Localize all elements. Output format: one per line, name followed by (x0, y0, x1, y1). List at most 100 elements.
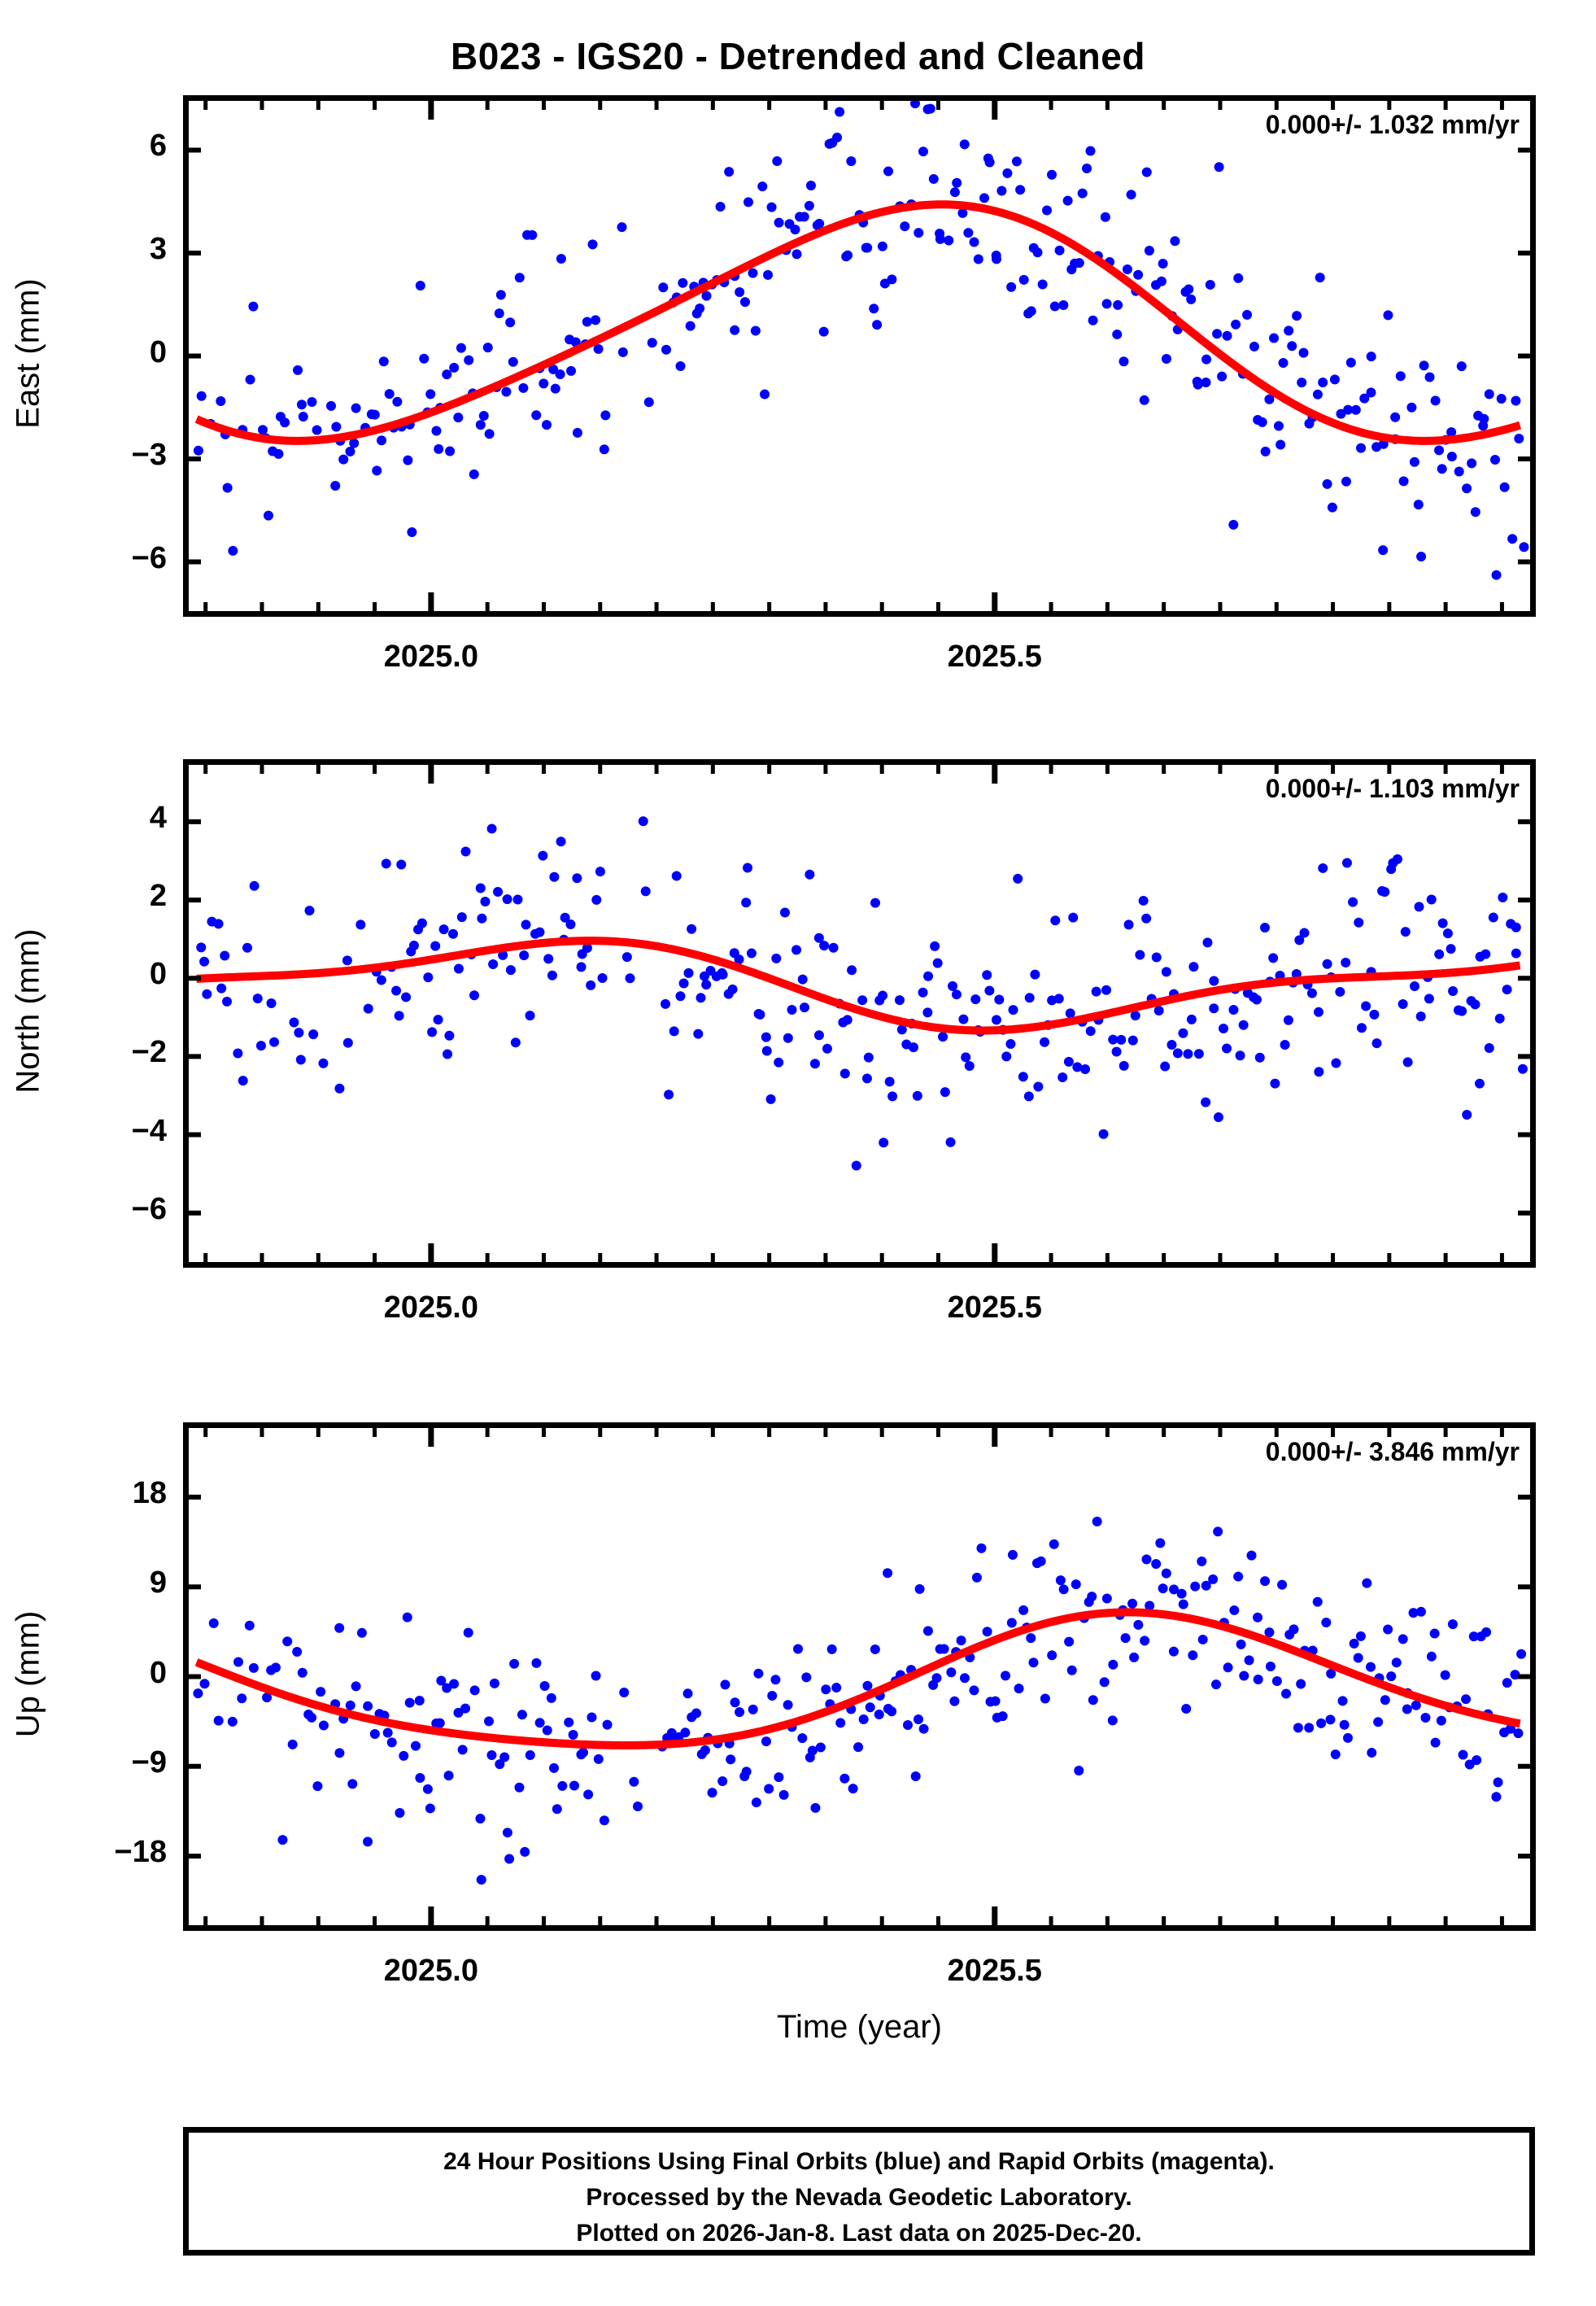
data-point (1350, 404, 1361, 415)
data-point (1188, 1650, 1198, 1661)
data-point (1260, 446, 1271, 456)
data-point (918, 1723, 929, 1734)
data-point (1001, 1051, 1012, 1062)
data-point (1260, 1576, 1271, 1587)
data-point (501, 387, 512, 397)
data-point (945, 1137, 956, 1147)
data-point (661, 344, 672, 355)
data-point (617, 347, 628, 357)
x-tick-label: 2025.0 (383, 1291, 478, 1325)
data-point (427, 1027, 438, 1037)
data-point (363, 1003, 373, 1014)
data-point (1488, 912, 1498, 923)
data-point (1326, 1668, 1337, 1679)
data-point (342, 955, 352, 966)
data-point (494, 308, 504, 319)
data-point (767, 1691, 778, 1701)
data-point (748, 268, 758, 278)
data-point (434, 443, 444, 454)
data-point (408, 941, 419, 951)
data-point (1268, 953, 1279, 963)
data-point (1144, 246, 1154, 255)
data-point (401, 992, 412, 1002)
data-point (1383, 310, 1393, 321)
data-point (813, 1030, 824, 1041)
data-point (1398, 476, 1409, 487)
data-point (566, 365, 577, 376)
footer-note-box: 24 Hour Positions Using Final Orbits (bl… (183, 2127, 1535, 2256)
data-point (1519, 542, 1529, 552)
data-point (1337, 1696, 1348, 1706)
data-point (534, 927, 545, 937)
data-point (1355, 1631, 1366, 1641)
data-point (969, 237, 979, 247)
data-point (1314, 1007, 1323, 1017)
data-point (1119, 356, 1129, 367)
data-point (1273, 421, 1284, 431)
data-point (1410, 981, 1420, 992)
data-point (1329, 374, 1340, 385)
data-point (715, 202, 726, 212)
data-point (982, 1627, 992, 1637)
data-point (1481, 1627, 1492, 1637)
data-point (583, 1789, 594, 1800)
data-point (748, 1704, 758, 1714)
data-point (757, 181, 768, 192)
data-point (1456, 361, 1467, 372)
data-point (1098, 1129, 1109, 1139)
data-point (1099, 1677, 1110, 1688)
data-point (519, 950, 530, 961)
data-point (582, 942, 592, 953)
data-point (415, 281, 425, 291)
data-point (979, 193, 990, 203)
data-point (959, 1673, 970, 1684)
data-point (316, 1687, 326, 1697)
data-point (1296, 1679, 1306, 1689)
data-point (1085, 146, 1096, 156)
data-point (765, 1094, 776, 1104)
data-point (984, 985, 995, 996)
data-point (1049, 301, 1060, 312)
data-point (1383, 1624, 1393, 1635)
data-point (549, 1762, 559, 1773)
data-point (1341, 957, 1351, 967)
data-point (498, 950, 508, 960)
panel-plot-area-north (183, 759, 1536, 1268)
data-point (1289, 1624, 1299, 1635)
data-point (222, 483, 233, 493)
data-point (242, 942, 252, 953)
data-point (1440, 1670, 1450, 1680)
data-point (739, 297, 750, 308)
data-point (504, 1854, 515, 1864)
data-point (1265, 1661, 1275, 1671)
data-point (958, 1014, 969, 1024)
data-point (1413, 500, 1424, 510)
footer-line-3: Plotted on 2026-Jan-8. Last data on 2025… (576, 2220, 1142, 2247)
data-point (453, 1707, 464, 1718)
data-point (443, 1049, 453, 1059)
data-point (701, 290, 712, 301)
data-point (1014, 1684, 1024, 1694)
data-point (396, 859, 407, 870)
data-point (442, 369, 452, 380)
data-point (505, 317, 516, 328)
data-point (1032, 247, 1043, 258)
data-point (1072, 1062, 1083, 1072)
data-point (1366, 387, 1376, 398)
data-point (436, 1675, 447, 1686)
data-point (883, 1568, 893, 1579)
y-tick-label: 4 (149, 800, 167, 835)
data-point (556, 254, 566, 264)
data-point (743, 197, 753, 207)
data-point (1415, 1606, 1426, 1617)
data-point (1510, 1670, 1520, 1680)
data-point (730, 325, 740, 335)
data-point (1341, 858, 1352, 868)
data-point (1424, 372, 1435, 382)
data-point (469, 990, 480, 1001)
data-point (1458, 1749, 1468, 1760)
data-point (1395, 371, 1406, 382)
data-point (264, 510, 273, 521)
data-point (546, 1692, 556, 1703)
data-point (248, 1662, 259, 1673)
